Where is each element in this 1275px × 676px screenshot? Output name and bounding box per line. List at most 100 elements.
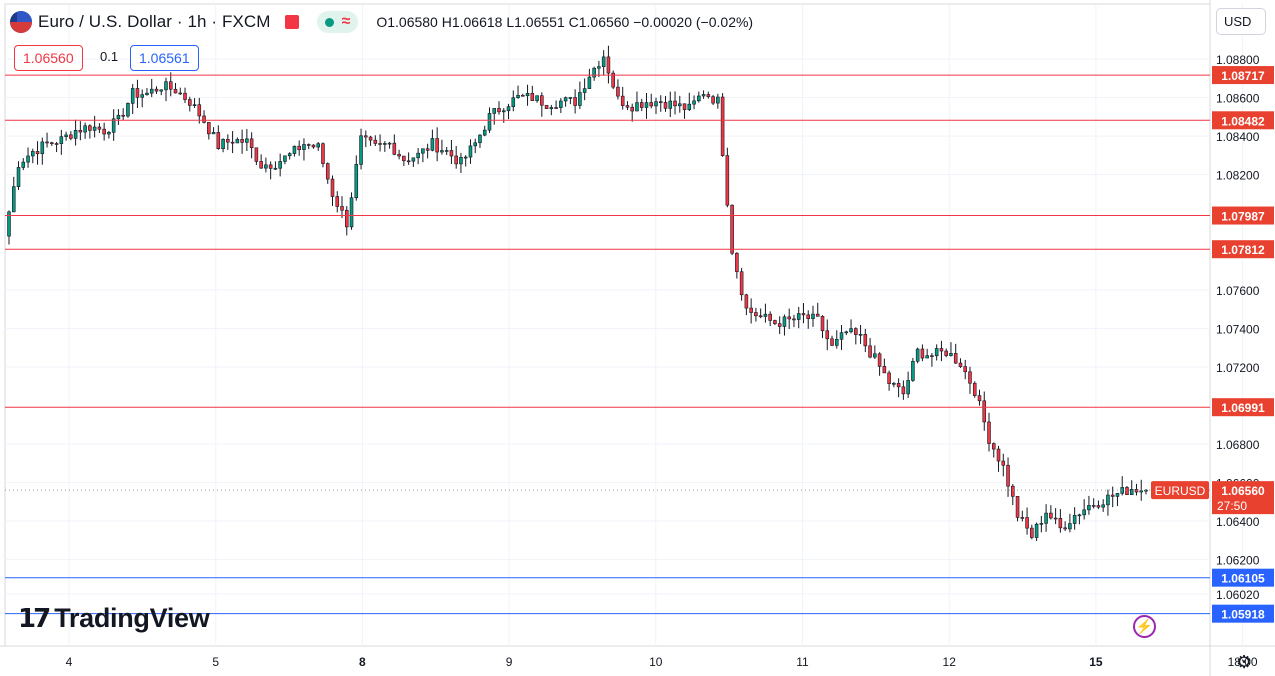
candle-body xyxy=(892,383,896,385)
candle-body xyxy=(444,150,449,152)
candle-body xyxy=(806,314,811,320)
candle-body xyxy=(906,380,910,395)
candle-body xyxy=(834,338,839,346)
candle-body xyxy=(949,353,953,356)
candle-body xyxy=(359,135,363,165)
y-tick-label: 1.06200 xyxy=(1216,553,1260,567)
x-tick-label: 12 xyxy=(943,655,957,669)
currency-select[interactable]: USD xyxy=(1216,8,1266,35)
candle-body xyxy=(302,144,306,150)
candle-body xyxy=(197,104,202,117)
candle-body xyxy=(749,307,753,313)
candle-body xyxy=(559,100,563,108)
lightning-icon[interactable]: ⚡ xyxy=(1133,615,1156,638)
resistance-price-badge xyxy=(1212,66,1274,85)
tv-logo-icon: 17 xyxy=(18,603,51,634)
candle-body xyxy=(1129,489,1134,495)
candle-body xyxy=(782,316,787,327)
candle-body xyxy=(26,155,30,163)
candle-body xyxy=(601,56,606,67)
candle-body xyxy=(1106,494,1110,506)
candle-body xyxy=(625,105,630,108)
candle-body xyxy=(987,421,991,444)
y-tick-label: 1.06800 xyxy=(1216,438,1260,452)
candle-body xyxy=(649,102,654,107)
candle-body xyxy=(877,353,882,367)
candle-body xyxy=(383,143,387,145)
candle-body xyxy=(801,313,806,316)
candle-body xyxy=(226,139,230,143)
candle-body xyxy=(1096,505,1101,508)
candle-body xyxy=(687,103,692,111)
tradingview-logo[interactable]: 17 TradingView xyxy=(18,603,210,634)
y-tick-label: 1.08200 xyxy=(1216,169,1260,183)
candle-body xyxy=(1044,512,1048,524)
candle-body xyxy=(977,395,982,402)
symbol-title[interactable]: Euro / U.S. Dollar · 1h · FXCM xyxy=(38,12,271,31)
candle-body xyxy=(958,362,963,367)
y-tick-label: 1.08600 xyxy=(1216,92,1260,106)
candle-body xyxy=(31,151,35,157)
candle-body xyxy=(1006,464,1010,487)
candle-body xyxy=(97,126,102,130)
ohlc-readout: O1.06580 H1.06618 L1.06551 C1.06560 −0.0… xyxy=(376,14,754,30)
candle-body xyxy=(230,141,235,144)
sell-button[interactable]: 1.06560 xyxy=(14,45,83,71)
candle-body xyxy=(982,400,987,423)
symbol-badge-label: EURUSD xyxy=(1155,484,1206,498)
candle-body xyxy=(887,372,891,384)
candle-body xyxy=(406,160,411,163)
candle-body xyxy=(811,313,815,320)
candle-body xyxy=(944,350,948,356)
candle-body xyxy=(1125,487,1129,495)
candle-body xyxy=(402,155,406,162)
level-label: 1.08717 xyxy=(1221,69,1265,83)
candle-body xyxy=(421,148,425,154)
candle-body xyxy=(207,122,211,135)
candle-body xyxy=(397,154,401,157)
candle-body xyxy=(50,142,54,145)
candle-body xyxy=(316,143,321,148)
candle-body xyxy=(373,139,378,144)
candle-body xyxy=(387,142,392,145)
candle-body xyxy=(40,141,45,155)
candle-body xyxy=(463,156,468,159)
candle-body xyxy=(996,448,1001,462)
candle-body xyxy=(578,92,582,106)
candle-body xyxy=(582,88,587,93)
candle-body xyxy=(1087,505,1091,511)
candle-body xyxy=(925,355,929,359)
wave-icon: ≈ xyxy=(341,13,351,30)
market-closed-icon[interactable] xyxy=(284,15,299,29)
last-price-label: 1.06560 xyxy=(1221,484,1265,498)
candle-body xyxy=(758,315,763,318)
gear-icon[interactable]: ⚙ xyxy=(1236,652,1253,672)
eur-usd-flag-icon xyxy=(10,11,32,33)
candle-body xyxy=(173,88,178,94)
chart-frame xyxy=(4,3,1211,647)
candle-body xyxy=(449,150,454,157)
candle-body xyxy=(506,106,511,112)
candle-body xyxy=(606,56,611,74)
x-tick-label: 9 xyxy=(506,655,513,669)
level-label: 1.08482 xyxy=(1221,114,1265,128)
candle-body xyxy=(911,360,915,381)
candle-body xyxy=(425,148,430,151)
candle-body xyxy=(245,138,249,143)
candle-body xyxy=(1030,527,1034,538)
candle-body xyxy=(88,125,92,131)
candle-body xyxy=(149,88,154,94)
candle-body xyxy=(639,102,644,108)
candle-body xyxy=(711,96,715,104)
candle-body xyxy=(792,318,796,321)
indicator-pill[interactable]: ≈ xyxy=(316,11,359,33)
x-tick-label: 10 xyxy=(649,655,663,669)
candle-body xyxy=(720,96,725,156)
candle-body xyxy=(235,139,240,144)
candle-body xyxy=(325,163,330,180)
level-label: 1.07987 xyxy=(1221,210,1265,224)
candle-body xyxy=(815,313,820,317)
candle-body xyxy=(473,142,477,147)
buy-button[interactable]: 1.06561 xyxy=(130,45,199,71)
